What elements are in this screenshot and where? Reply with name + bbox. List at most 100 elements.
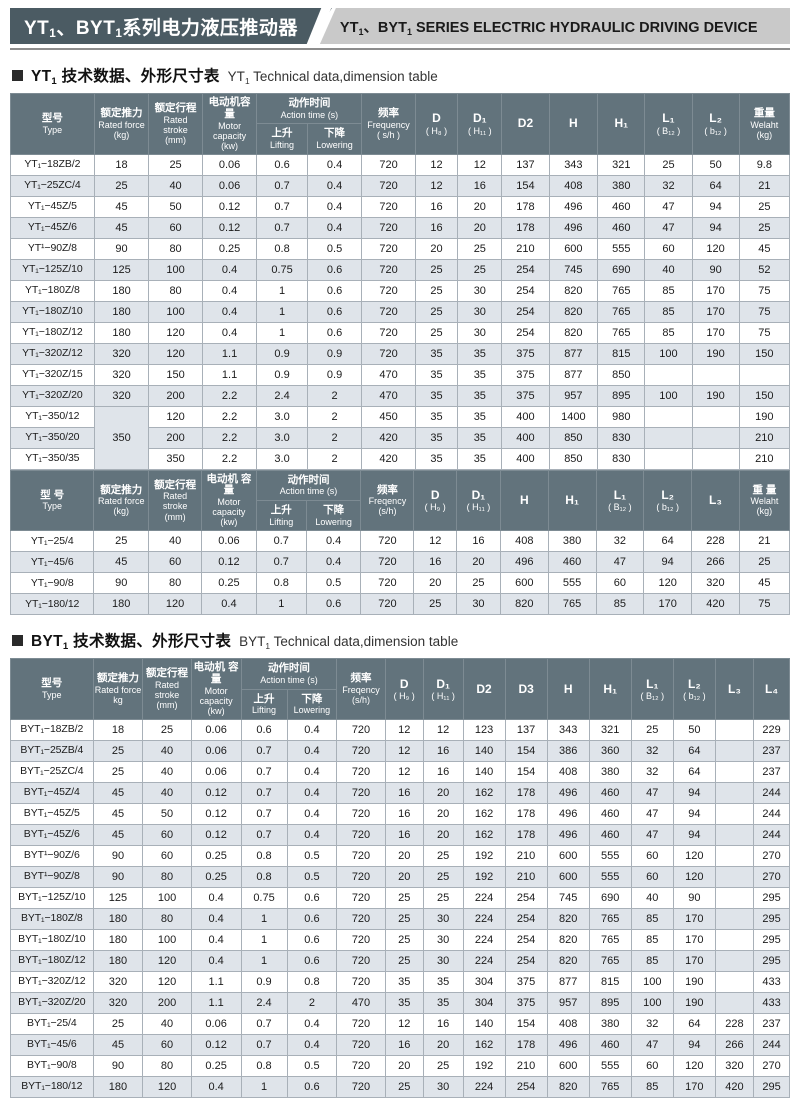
table-row: YT₁−180Z/10 180 100 0.4 1 0.6 720 25 30 254 820 765… bbox=[10, 300, 791, 323]
cell-type: YT₁−25/4 bbox=[9, 530, 95, 553]
cell-type: BYT₁−320Z/20 bbox=[10, 992, 94, 1015]
cell-l1: 100 bbox=[630, 992, 674, 1015]
cell-d: 16 bbox=[414, 195, 459, 218]
table-row: BYT₁−25ZC/4 25 40 0.06 0.7 0.4 720 12 16 140 154 40… bbox=[10, 761, 790, 784]
banner-en-sub2: 1 bbox=[406, 26, 412, 37]
cell-l2: 50 bbox=[691, 153, 740, 176]
cell-lower: 0.4 bbox=[305, 551, 362, 574]
banner-cn-post: 系列电力液压推动器 bbox=[122, 17, 298, 39]
th-h1: H₁ bbox=[547, 469, 597, 532]
table-row: YT₁−45Z/5 45 50 0.12 0.7 0.4 720 16 20 178 496 460 4… bbox=[10, 195, 791, 218]
cell-l4: 295 bbox=[753, 929, 790, 952]
cell-motor: 1.1 bbox=[201, 363, 258, 386]
cell-h1: 980 bbox=[597, 405, 646, 428]
table-byt1-header-row-1: 型号 Type 额定推力 Rated force kg 额定行程 Rated s… bbox=[10, 658, 790, 721]
cell-l4: 229 bbox=[753, 719, 790, 742]
cell-lower: 0.9 bbox=[306, 363, 363, 386]
cell-d1: 20 bbox=[422, 1034, 464, 1057]
cell-l3 bbox=[714, 866, 755, 889]
cell-l2: 94 bbox=[691, 195, 740, 218]
cell-l2: 170 bbox=[691, 300, 740, 323]
cell-d1: 20 bbox=[457, 195, 503, 218]
cell-lower: 0.4 bbox=[286, 719, 338, 742]
cell-lift: 0.75 bbox=[256, 258, 308, 281]
cell-freq: 720 bbox=[336, 761, 386, 784]
cell-weight: 150 bbox=[738, 342, 791, 365]
cell-l2: 170 bbox=[643, 593, 693, 616]
cell-motor: 2.2 bbox=[201, 405, 258, 428]
cell-type: BYT₁−90/8 bbox=[10, 1055, 94, 1078]
cell-h1: 830 bbox=[597, 447, 646, 470]
cell-lift: 0.6 bbox=[240, 719, 288, 742]
th-lifting: 上升 Lifting bbox=[256, 123, 308, 155]
cell-motor: 0.4 bbox=[201, 321, 258, 344]
cell-h: 496 bbox=[546, 782, 590, 805]
cell-lift: 0.8 bbox=[240, 1055, 288, 1078]
cell-l3: 320 bbox=[714, 1055, 755, 1078]
cell-d1: 35 bbox=[422, 971, 464, 994]
cell-type: YT₁−90/8 bbox=[9, 572, 95, 595]
cell-d: 25 bbox=[414, 321, 459, 344]
cell-lift: 0.7 bbox=[256, 174, 308, 197]
cell-h: 820 bbox=[499, 593, 549, 616]
cell-l2: 190 bbox=[672, 992, 716, 1015]
cell-lift: 1 bbox=[256, 279, 308, 302]
cell-h: 600 bbox=[546, 866, 590, 889]
cell-type: YT₁−125Z/10 bbox=[10, 258, 95, 281]
cell-d1: 35 bbox=[457, 405, 503, 428]
cell-d3: 254 bbox=[504, 908, 548, 931]
cell-d2: 224 bbox=[462, 1076, 506, 1099]
cell-l3: 266 bbox=[691, 551, 740, 574]
th-d1: D₁ ( H₁₁ ) bbox=[457, 93, 503, 155]
cell-stroke: 120 bbox=[148, 321, 203, 344]
cell-h: 1400 bbox=[548, 405, 599, 428]
cell-lift: 0.7 bbox=[240, 782, 288, 805]
cell-d: 16 bbox=[414, 216, 459, 239]
cell-lower: 0.6 bbox=[286, 908, 338, 931]
cell-l1: 85 bbox=[630, 929, 674, 952]
cell-force: 180 bbox=[92, 1076, 144, 1099]
cell-d: 25 bbox=[414, 300, 459, 323]
cell-force: 18 bbox=[92, 719, 144, 742]
th-d: D ( H₈ ) bbox=[414, 93, 459, 155]
cell-l1: 32 bbox=[630, 740, 674, 763]
cell-d2: 224 bbox=[462, 908, 506, 931]
cell-stroke: 120 bbox=[142, 1076, 192, 1099]
cell-h: 343 bbox=[548, 153, 599, 176]
cell-force: 180 bbox=[92, 929, 144, 952]
cell-d1: 12 bbox=[457, 153, 503, 176]
cell-d: 12 bbox=[414, 153, 459, 176]
cell-freq: 720 bbox=[360, 530, 415, 553]
th-l4: L₄ bbox=[753, 658, 790, 721]
section1-cn-post: 技术数据、外形尺寸表 bbox=[68, 633, 232, 651]
cell-h: 820 bbox=[546, 929, 590, 952]
cell-force: 320 bbox=[92, 971, 144, 994]
cell-freq: 720 bbox=[361, 174, 416, 197]
cell-force: 25 bbox=[92, 761, 144, 784]
cell-freq: 720 bbox=[360, 593, 415, 616]
th-rated-force: 额定推力 Rated force (kg) bbox=[93, 93, 150, 155]
section0-en-pre: YT bbox=[227, 69, 245, 84]
cell-d1: 30 bbox=[422, 908, 464, 931]
cell-lower: 2 bbox=[306, 405, 363, 428]
cell-h1: 690 bbox=[597, 258, 646, 281]
cell-d: 20 bbox=[413, 572, 457, 595]
table-yt1b-head: 型 号 Type 额定推力 Rated force (kg) 额定行程 Rate… bbox=[9, 469, 791, 532]
th-rated-force: 额定推力 Rated force kg bbox=[92, 658, 144, 721]
cell-freq: 720 bbox=[336, 803, 386, 826]
th-motor-capacity: 电动机 容量 Motor capacity (kw) bbox=[201, 469, 257, 532]
cell-stroke: 40 bbox=[142, 761, 192, 784]
cell-force: 180 bbox=[92, 950, 144, 973]
section-heading-cn: YT1 技术数据、外形尺寸表 bbox=[31, 64, 220, 87]
cell-lower: 0.6 bbox=[305, 593, 362, 616]
cell-d1: 30 bbox=[422, 929, 464, 952]
cell-h: 408 bbox=[546, 761, 590, 784]
cell-l4: 295 bbox=[753, 908, 790, 931]
cell-d1: 25 bbox=[422, 845, 464, 868]
cell-h1: 380 bbox=[588, 1013, 632, 1036]
cell-l2: 170 bbox=[691, 279, 740, 302]
table-row: BYT¹−90Z/8 90 80 0.25 0.8 0.5 720 20 25 192 210 600… bbox=[10, 866, 790, 889]
cell-d2: 192 bbox=[462, 1055, 506, 1078]
cell-d2: 192 bbox=[462, 845, 506, 868]
cell-stroke: 100 bbox=[148, 300, 203, 323]
